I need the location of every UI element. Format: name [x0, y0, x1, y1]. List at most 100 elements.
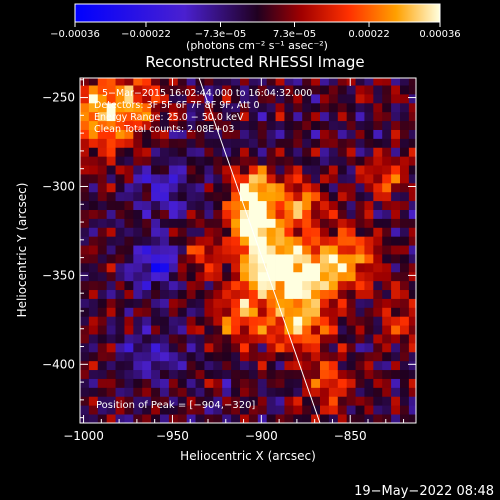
heatmap-cell — [337, 378, 348, 388]
heatmap-cell — [257, 396, 268, 406]
heatmap-cell — [151, 298, 161, 308]
heatmap-cell — [328, 236, 339, 246]
heatmap-cell — [266, 351, 276, 362]
heatmap-cell — [213, 262, 223, 273]
heatmap-cell — [106, 298, 116, 308]
heatmap-cell — [408, 227, 416, 237]
heatmap-cell — [168, 182, 179, 193]
heatmap-cell — [222, 307, 232, 317]
heatmap-cell — [293, 360, 303, 371]
heatmap-cell — [151, 200, 161, 210]
heatmap-cell — [275, 334, 285, 344]
heatmap-cell — [204, 111, 214, 122]
heatmap-cell — [160, 245, 170, 255]
heatmap-cell — [266, 227, 276, 237]
heatmap-cell — [346, 174, 356, 184]
heatmap-cell — [346, 414, 356, 423]
heatmap-cell — [355, 307, 365, 317]
heatmap-cell — [133, 245, 143, 255]
heatmap-cell — [204, 209, 214, 219]
heatmap-cell — [222, 102, 232, 113]
heatmap-cell — [320, 174, 330, 184]
heatmap-cell — [195, 414, 205, 423]
heatmap-cell — [80, 387, 90, 397]
heatmap-cell — [231, 120, 241, 130]
heatmap-cell — [195, 129, 205, 139]
heatmap-cell — [257, 342, 268, 353]
heatmap-cell — [266, 378, 276, 388]
colorbar: −0.00036 −0.00022 −7.3e−05 7.3e−05 0.00022 0.… — [50, 3, 461, 52]
heatmap-cell — [266, 102, 276, 113]
heatmap-cell — [311, 378, 321, 388]
heatmap-cell — [204, 120, 214, 130]
heatmap-cell — [168, 209, 179, 219]
heatmap-cell — [248, 378, 259, 388]
heatmap-cell — [97, 120, 108, 130]
heatmap-cell — [346, 236, 356, 246]
heatmap-cell — [186, 102, 196, 113]
heatmap-cell — [408, 182, 416, 193]
heatmap-cell — [142, 405, 152, 415]
heatmap-cell — [328, 209, 339, 219]
heatmap-cell — [106, 209, 116, 219]
heatmap-cell — [222, 120, 232, 130]
heatmap-cell — [248, 182, 259, 193]
heatmap-cell — [311, 236, 321, 246]
heatmap-cell — [266, 360, 276, 371]
heatmap-cell — [311, 289, 321, 299]
heatmap-cell — [391, 289, 401, 299]
heatmap-cell — [337, 405, 348, 415]
heatmap-cell — [320, 271, 330, 282]
heatmap-cell — [293, 218, 303, 228]
heatmap-cell — [275, 94, 285, 104]
heatmap-cell — [382, 129, 392, 139]
heatmap-cell — [248, 342, 259, 353]
heatmap-cell — [213, 316, 223, 326]
heatmap-cell — [320, 360, 330, 371]
heatmap-cell — [373, 218, 383, 228]
heatmap-cell — [346, 147, 356, 157]
heatmap-cell — [355, 165, 365, 175]
heatmap-cell — [106, 369, 116, 379]
heatmap-cell — [364, 414, 374, 423]
heatmap-cell — [151, 227, 161, 237]
heatmap-cell — [88, 182, 99, 193]
heatmap-cell — [213, 351, 223, 362]
heatmap-cell — [346, 262, 356, 273]
heatmap-cell — [346, 218, 356, 228]
heatmap-cell — [364, 209, 374, 219]
heatmap-cell — [346, 245, 356, 255]
heatmap-cell — [364, 307, 374, 317]
heatmap-cell — [97, 102, 108, 113]
heatmap-cell — [204, 174, 214, 184]
heatmap-cell — [213, 182, 223, 193]
heatmap-cell — [355, 405, 365, 415]
heatmap-cell — [142, 387, 152, 397]
heatmap-cell — [346, 351, 356, 362]
heatmap-cell — [320, 85, 330, 95]
heatmap-cell — [195, 227, 205, 237]
heatmap-cell — [168, 218, 179, 228]
heatmap-cell — [346, 191, 356, 202]
heatmap-cell — [160, 342, 170, 353]
heatmap-cell — [222, 298, 232, 308]
heatmap-cell — [88, 102, 99, 113]
heatmap-cell — [382, 378, 392, 388]
heatmap-cell — [400, 147, 410, 157]
heatmap-cell — [275, 351, 285, 362]
heatmap-cell — [266, 111, 276, 122]
heatmap-cell — [213, 85, 223, 95]
heatmap-cell — [204, 387, 214, 397]
heatmap-cell — [248, 271, 259, 282]
heatmap-cell — [408, 262, 416, 273]
heatmap-cell — [391, 111, 401, 122]
heatmap-cell — [337, 271, 348, 282]
heatmap-cell — [382, 156, 392, 166]
heatmap-cell — [124, 405, 134, 415]
heatmap-cell — [97, 360, 108, 371]
heatmap-cell — [266, 138, 276, 148]
heatmap-cell — [97, 289, 108, 299]
heatmap-cell — [408, 138, 416, 148]
heatmap-cell — [373, 191, 383, 202]
heatmap-cell — [177, 174, 188, 184]
